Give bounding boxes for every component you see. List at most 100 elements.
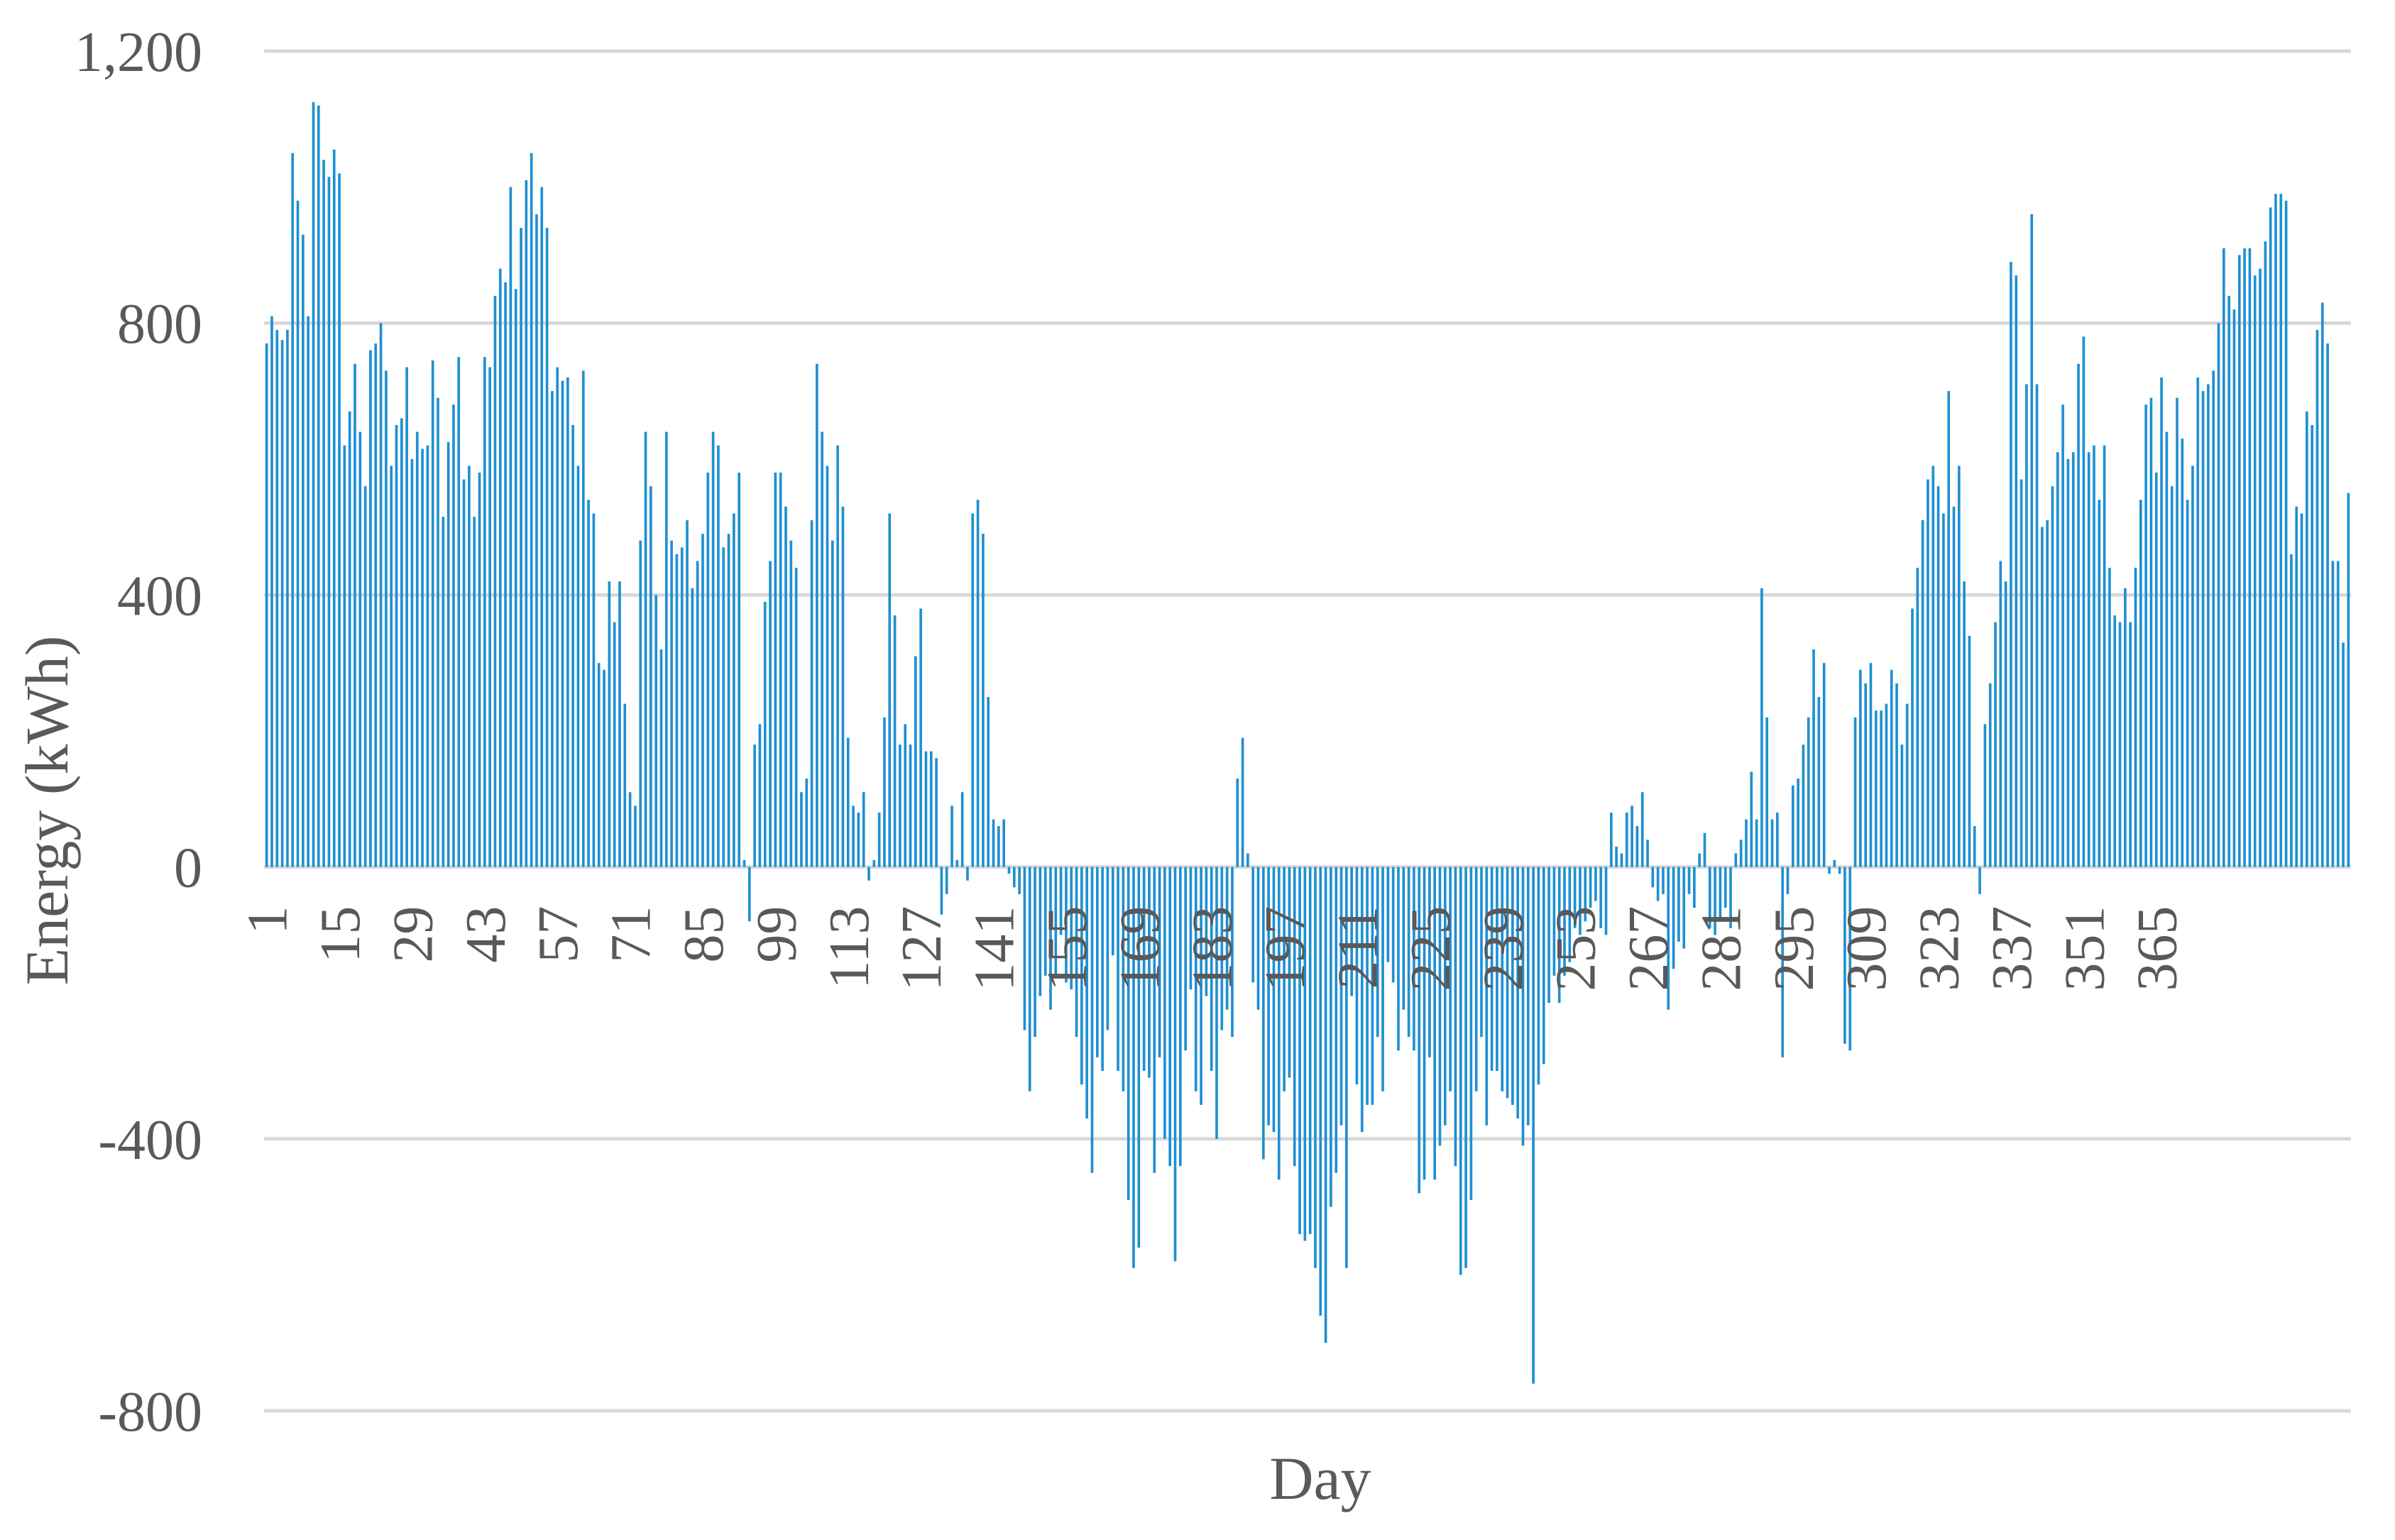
bar [634,805,637,867]
bar [1698,853,1701,867]
bar [291,153,295,867]
bar [509,187,513,867]
bar [571,424,574,867]
bar [1407,867,1410,1038]
bar [1433,867,1437,1180]
bar [1231,867,1234,1038]
bar [2056,452,2059,867]
bar [1454,867,1457,1167]
bar [1065,867,1068,983]
bar [504,282,507,867]
bar [738,472,741,867]
bar [1220,867,1224,1030]
bar [608,581,611,867]
bar [1552,867,1556,976]
bar [1807,717,1810,867]
bar [1822,663,1826,867]
bar [2274,194,2277,867]
bar [545,228,549,867]
bar [1298,867,1301,1234]
bar [385,370,388,867]
bar [1646,840,1649,867]
bar [992,819,995,867]
bar [525,180,528,867]
x-axis-ticks: 1 15 29 43 57 71 85 99 113 127 141 155 169 183 197 211 2… [237,906,2189,991]
bar [691,588,694,867]
bar [821,431,824,867]
bar [1828,867,1831,874]
bar [2098,500,2101,867]
bar [1293,867,1296,1167]
bar [2160,377,2163,867]
bar [1371,867,1374,1105]
bar [836,445,839,867]
bar [1770,819,1774,867]
bar [2279,194,2283,867]
bar [1719,867,1722,922]
bar [971,513,975,867]
bar [1194,867,1198,1091]
bar [1947,391,1951,867]
bars [265,101,2350,1384]
bar [405,367,408,867]
x-tick-label: 141 [964,906,1026,991]
bar [940,867,943,915]
bar [358,431,362,867]
bar [1018,867,1021,894]
bar [800,792,803,867]
bar [1262,867,1265,1160]
bar [670,540,673,867]
bar [877,812,881,867]
bar [1579,867,1582,935]
x-tick-label: 309 [1836,906,1898,991]
bar [457,357,461,867]
bar [1797,779,1799,867]
bar [1745,819,1748,867]
bar [317,105,320,867]
bar [312,101,315,867]
bar [483,357,486,867]
bar [437,397,439,867]
bar [1812,649,1815,867]
bar [2154,472,2158,867]
bar [1080,867,1083,1085]
bar [789,540,793,867]
bar [2336,561,2340,867]
bar [561,380,564,867]
bar [1765,717,1769,867]
bar [1090,867,1094,1173]
bar [2004,581,2007,867]
bar [1438,867,1442,1146]
x-tick-label: 211 [1327,906,1389,989]
bar [421,449,424,867]
bar [1101,867,1104,1071]
bar [1880,710,1882,867]
bar [628,792,632,867]
bar [307,316,309,867]
bar [566,377,569,867]
bar [415,431,419,867]
bar [1443,867,1447,1126]
bar [1687,867,1691,894]
bar [1921,520,1924,867]
bar [654,595,657,867]
bar [1776,812,1779,867]
bar [1054,867,1058,976]
bar [1511,867,1514,1105]
bar [2201,391,2205,867]
bar [1931,466,1935,867]
bar [2347,493,2350,867]
bar [1672,867,1675,969]
bar [1791,785,1794,867]
bar [613,622,616,867]
bar [1111,867,1114,956]
bar [2124,588,2127,867]
bar [1205,867,1208,996]
x-tick-label: 127 [891,906,953,991]
bar [1895,683,1898,867]
bar [1397,867,1400,1051]
bar [1308,867,1312,1234]
bar [1640,792,1644,867]
x-tick-label: 43 [455,906,517,963]
bar [976,500,980,867]
